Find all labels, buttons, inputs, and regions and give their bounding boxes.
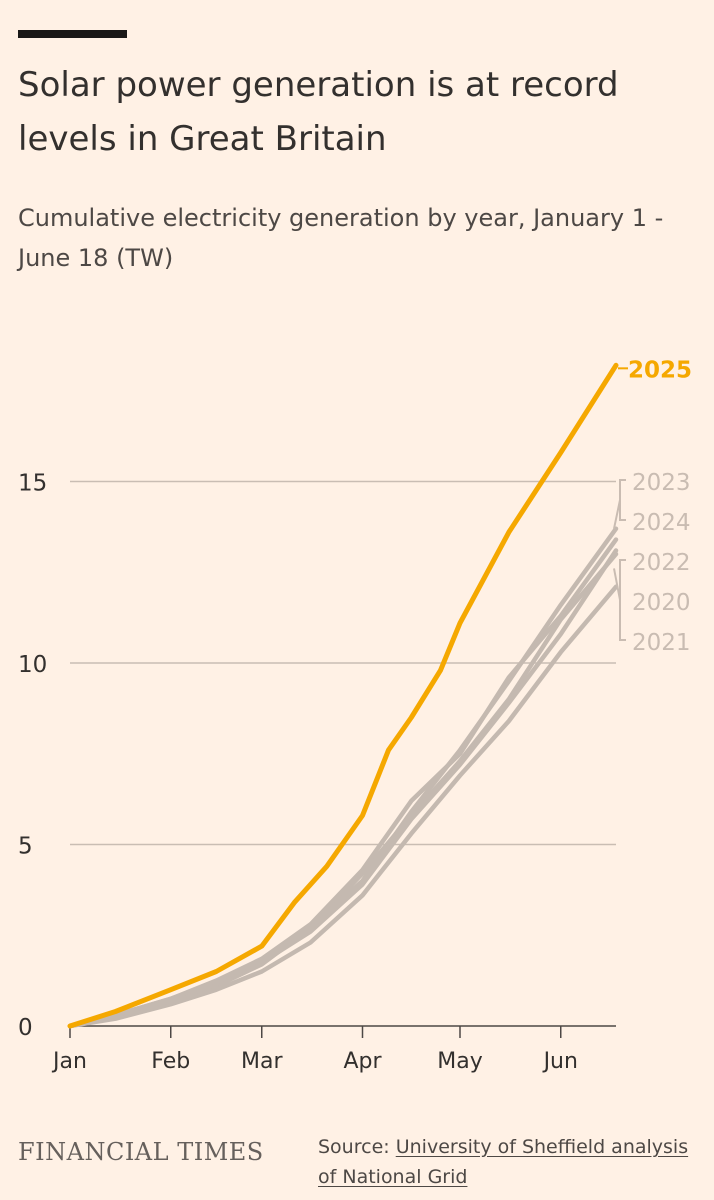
ft-logo: FINANCIAL TIMES — [18, 1138, 264, 1166]
x-tick-label-jun: Jun — [542, 1049, 578, 1074]
series-line-2024 — [67, 537, 619, 1029]
series-line-2023 — [67, 526, 619, 1029]
source-label: Source: — [318, 1136, 390, 1158]
end-label-2023: 2023 — [632, 470, 691, 496]
end-label-2022: 2022 — [632, 550, 691, 576]
leader-bracket-2022-2021 — [613, 559, 626, 641]
x-tick-label-jan: Jan — [51, 1049, 87, 1074]
end-label-2025: 2025 — [628, 357, 692, 383]
y-tick-label-10: 10 — [18, 652, 47, 678]
series-line-2021 — [67, 584, 619, 1029]
end-label-2020: 2020 — [632, 590, 691, 616]
end-label-2024: 2024 — [632, 510, 691, 536]
ft-top-rule — [18, 30, 127, 38]
end-label-2021: 2021 — [632, 630, 691, 656]
chart-subtitle: Cumulative electricity generation by yea… — [18, 204, 664, 272]
source-note: Source: University of Sheffield analysis… — [318, 1132, 708, 1192]
leader-bracket-2023-2024 — [613, 479, 626, 529]
y-tick-label-0: 0 — [18, 1015, 33, 1041]
x-tick-label-may: May — [437, 1049, 482, 1074]
source-link[interactable]: University of Sheffield analysis of Nati… — [318, 1136, 689, 1188]
y-tick-label-15: 15 — [18, 471, 47, 497]
x-tick-label-apr: Apr — [343, 1049, 382, 1074]
series-line-2020 — [67, 551, 619, 1029]
x-tick-label-mar: Mar — [241, 1049, 283, 1074]
x-tick-label-feb: Feb — [151, 1049, 190, 1074]
y-tick-label-5: 5 — [18, 834, 33, 860]
series-line-2025 — [67, 362, 619, 1029]
chart-title: Solar power generation is at record leve… — [18, 65, 619, 159]
series-line-2022 — [67, 548, 619, 1029]
